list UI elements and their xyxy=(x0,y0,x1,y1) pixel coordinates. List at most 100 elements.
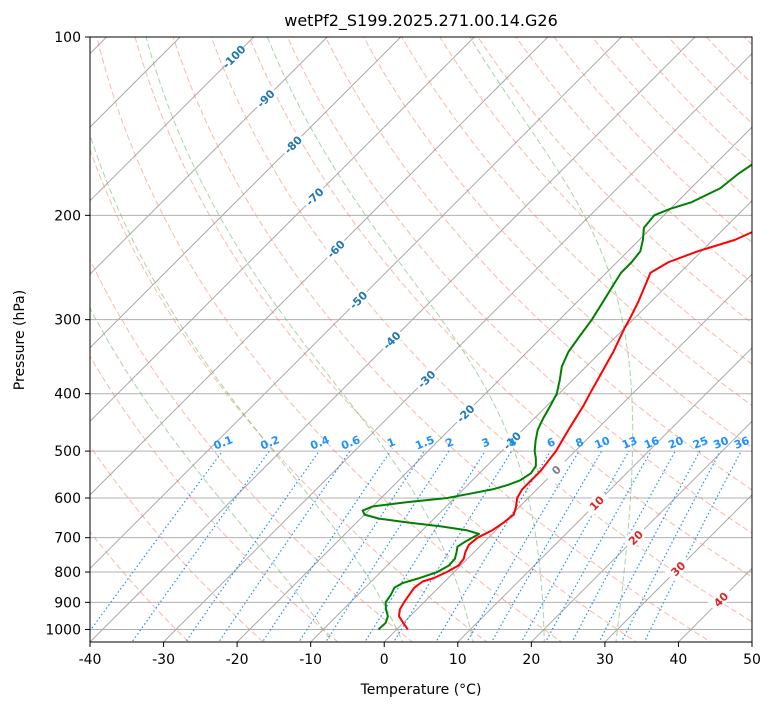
dry-adiabat-line xyxy=(172,37,712,642)
y-tick-label: 700 xyxy=(54,531,81,547)
mixing-ratio-label: 8 xyxy=(574,435,586,450)
mixing-ratio-label: 36 xyxy=(732,434,751,452)
isotherm-line xyxy=(457,347,752,642)
x-tick-label: -20 xyxy=(226,652,249,668)
mixing-ratio-line xyxy=(435,450,552,642)
isotherm-label-bg xyxy=(220,43,247,70)
isotherm-line xyxy=(236,126,752,642)
temperature-profile-line xyxy=(397,231,752,631)
x-tick-label: -10 xyxy=(299,652,322,668)
y-tick-label: 800 xyxy=(54,565,81,581)
mixing-ratio-line xyxy=(544,450,652,642)
isotherm-line xyxy=(90,37,328,275)
mixing-ratio-line xyxy=(571,450,676,642)
mixing-ratio-label: 20 xyxy=(666,434,685,452)
y-axis-label: Pressure (hPa) xyxy=(12,290,28,390)
isotherm-label-bg xyxy=(344,286,372,313)
mixing-ratio-line xyxy=(218,450,351,642)
y-tick-label: 500 xyxy=(54,444,81,460)
isotherm-label-bg xyxy=(622,524,649,551)
mixing-ratio-label: 13 xyxy=(620,434,639,452)
chart-title: wetPf2_S199.2025.271.00.14.G26 xyxy=(284,11,558,31)
isotherm-line xyxy=(90,37,549,496)
mixing-ratio-label: 2 xyxy=(444,435,456,450)
isotherm-line xyxy=(162,52,752,642)
x-tick-label: 30 xyxy=(596,652,614,668)
mixing-ratio-label: 16 xyxy=(642,434,661,452)
mixing-ratio-line xyxy=(261,450,392,642)
dry-adiabat-line xyxy=(90,148,488,642)
dry-adiabat-line xyxy=(90,355,339,642)
x-tick-label: 20 xyxy=(522,652,540,668)
y-tick-label: 300 xyxy=(54,313,81,329)
y-tick-label: 900 xyxy=(54,595,81,611)
dry-adiabat-line xyxy=(248,37,752,578)
y-axis-ticks: 100 200 300 400 500 600 700 800 900 1000 xyxy=(45,30,90,638)
mixing-ratio-label: 10 xyxy=(593,434,612,452)
dry-adiabat-line xyxy=(477,37,752,324)
mixing-ratio-line xyxy=(466,450,580,642)
isotherm-line xyxy=(90,37,402,349)
isotherm-line xyxy=(90,37,181,128)
mixing-ratio-line xyxy=(393,450,513,642)
y-tick-label: 200 xyxy=(54,208,81,224)
y-tick-label: 100 xyxy=(54,30,81,46)
isobar-gridlines xyxy=(90,37,752,630)
mixing-ratio-line xyxy=(325,450,450,642)
mixing-ratio-label: 3 xyxy=(480,435,492,450)
mixing-ratio-line xyxy=(131,450,270,642)
x-axis-ticks: -40 -30 -20 -10 0 10 20 30 40 50 xyxy=(79,642,761,668)
isotherm-line xyxy=(309,199,752,642)
isotherm-label-bg xyxy=(252,85,279,112)
isotherm-label-bg xyxy=(279,131,306,158)
x-axis-label: Temperature (°C) xyxy=(360,682,482,698)
y-tick-label: 600 xyxy=(54,491,81,507)
mixing-ratio-lines xyxy=(90,450,742,642)
dry-adiabat-line xyxy=(96,37,563,642)
isotherm-label-bg xyxy=(412,365,440,392)
isotherm-label-bg xyxy=(707,586,734,613)
isotherm-line xyxy=(90,37,623,570)
mixing-ratio-label: 1 xyxy=(385,435,397,450)
dry-adiabat-line xyxy=(90,531,190,642)
isotherm-line xyxy=(90,37,476,423)
moist-adiabat-line xyxy=(266,37,545,642)
moist-adiabat-line xyxy=(90,133,404,642)
x-tick-label: 50 xyxy=(743,652,761,668)
y-tick-label: 400 xyxy=(54,387,81,403)
mixing-ratio-labels: 0.1 0.2 0.4 0.6 1 1.5 2 3 4 6 8 10 13 16 20 25 30 36 xyxy=(212,433,752,452)
mixing-ratio-line xyxy=(90,450,224,632)
x-tick-label: 0 xyxy=(380,652,389,668)
isotherm-label-bg xyxy=(542,456,570,483)
mixing-ratio-label: 25 xyxy=(691,434,710,452)
isotherm-label-bg xyxy=(452,400,479,427)
mixing-ratio-line xyxy=(364,450,486,642)
sounding-profiles xyxy=(361,163,752,631)
x-tick-label: 40 xyxy=(670,652,688,668)
isotherm-line xyxy=(604,494,752,642)
x-tick-label: -30 xyxy=(152,652,175,668)
x-tick-label: -40 xyxy=(79,652,102,668)
mixing-ratio-label: 30 xyxy=(712,434,731,452)
dry-adiabat-line xyxy=(286,37,752,534)
dry-adiabat-line xyxy=(90,445,264,642)
mixing-ratio-line xyxy=(298,450,425,642)
isotherm-label-bg xyxy=(322,235,349,262)
isotherm-line xyxy=(90,37,255,202)
moist-adiabat-line xyxy=(90,307,333,642)
mixing-ratio-line xyxy=(520,450,630,642)
isotherm-label-bg xyxy=(378,326,405,353)
dry-adiabat-line xyxy=(210,37,752,623)
dry-adiabat-line xyxy=(363,37,752,449)
dewpoint-profile-line xyxy=(361,163,752,631)
y-tick-label: 1000 xyxy=(45,622,81,638)
isotherm-label-bg xyxy=(664,555,691,582)
mixing-ratio-line xyxy=(598,450,701,642)
dry-adiabat-line xyxy=(134,37,638,642)
isotherm-label-bg xyxy=(301,183,328,210)
isotherm-label-bg xyxy=(498,427,525,454)
dry-adiabat-line xyxy=(401,37,752,407)
isotherm-line xyxy=(383,273,752,642)
